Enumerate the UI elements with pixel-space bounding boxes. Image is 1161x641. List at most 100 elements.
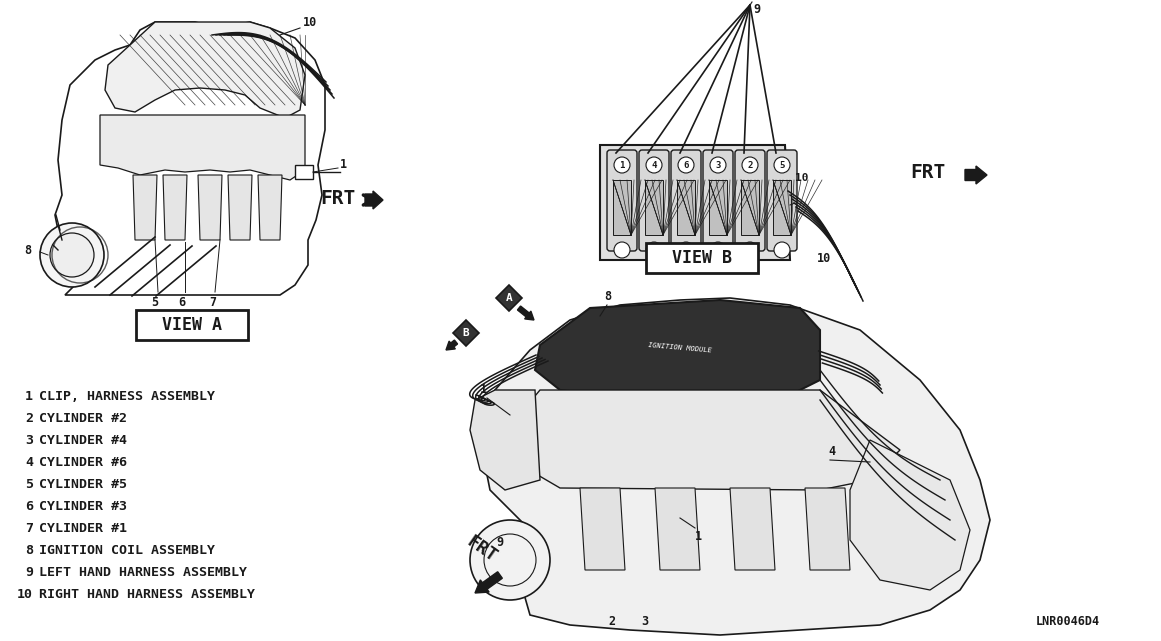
- Circle shape: [39, 223, 104, 287]
- Text: 1: 1: [694, 530, 701, 543]
- Circle shape: [742, 157, 758, 173]
- Polygon shape: [470, 390, 540, 490]
- Text: VIEW A: VIEW A: [163, 316, 222, 334]
- Circle shape: [678, 242, 694, 258]
- Text: FRT: FRT: [463, 533, 500, 566]
- FancyBboxPatch shape: [646, 180, 663, 235]
- FancyBboxPatch shape: [741, 180, 759, 235]
- Text: CLIP, HARNESS ASSEMBLY: CLIP, HARNESS ASSEMBLY: [39, 390, 215, 403]
- Text: 3: 3: [26, 434, 33, 447]
- Text: 6: 6: [684, 160, 688, 169]
- Circle shape: [646, 157, 662, 173]
- Polygon shape: [100, 115, 305, 180]
- FancyBboxPatch shape: [646, 243, 758, 273]
- Polygon shape: [258, 175, 282, 240]
- Circle shape: [678, 157, 694, 173]
- FancyArrow shape: [518, 306, 534, 320]
- FancyBboxPatch shape: [295, 165, 313, 179]
- Text: 10: 10: [303, 15, 317, 28]
- Text: 8: 8: [24, 244, 31, 256]
- Text: CYLINDER #3: CYLINDER #3: [39, 500, 127, 513]
- FancyArrow shape: [446, 340, 457, 350]
- FancyBboxPatch shape: [639, 150, 669, 251]
- FancyArrow shape: [365, 191, 383, 209]
- Text: FRT: FRT: [320, 188, 355, 208]
- Circle shape: [646, 242, 662, 258]
- Polygon shape: [850, 440, 969, 590]
- Text: IGNITION COIL ASSEMBLY: IGNITION COIL ASSEMBLY: [39, 544, 215, 557]
- Circle shape: [614, 157, 630, 173]
- FancyBboxPatch shape: [607, 150, 637, 251]
- Polygon shape: [730, 488, 776, 570]
- FancyArrow shape: [965, 166, 987, 184]
- Text: 3: 3: [715, 160, 721, 169]
- FancyBboxPatch shape: [613, 180, 630, 235]
- Circle shape: [614, 242, 630, 258]
- Text: 8: 8: [26, 544, 33, 557]
- FancyBboxPatch shape: [735, 150, 765, 251]
- Text: 7: 7: [26, 522, 33, 535]
- Text: CYLINDER #2: CYLINDER #2: [39, 412, 127, 425]
- Text: 2: 2: [608, 615, 615, 628]
- Text: LNR0046D4: LNR0046D4: [1036, 615, 1099, 628]
- Text: 1: 1: [340, 158, 347, 172]
- Text: 9: 9: [26, 566, 33, 579]
- Text: 7: 7: [209, 296, 217, 308]
- Polygon shape: [535, 300, 820, 400]
- Text: CYLINDER #6: CYLINDER #6: [39, 456, 127, 469]
- Polygon shape: [580, 488, 625, 570]
- Text: 8: 8: [605, 290, 612, 303]
- Polygon shape: [655, 488, 700, 570]
- Polygon shape: [453, 320, 479, 346]
- Text: VIEW B: VIEW B: [672, 249, 731, 267]
- Text: 1: 1: [479, 383, 486, 396]
- Text: A: A: [506, 293, 512, 303]
- FancyArrow shape: [475, 572, 503, 593]
- Polygon shape: [805, 488, 850, 570]
- Text: B: B: [462, 328, 469, 338]
- Text: 10: 10: [817, 251, 831, 265]
- FancyBboxPatch shape: [704, 150, 733, 251]
- Text: 9: 9: [753, 3, 760, 16]
- Text: 4: 4: [651, 160, 657, 169]
- Text: 5: 5: [151, 296, 159, 308]
- FancyBboxPatch shape: [136, 310, 248, 340]
- Circle shape: [711, 242, 726, 258]
- Text: 6: 6: [26, 500, 33, 513]
- FancyBboxPatch shape: [671, 150, 701, 251]
- Circle shape: [774, 242, 789, 258]
- FancyBboxPatch shape: [709, 180, 727, 235]
- Text: CYLINDER #4: CYLINDER #4: [39, 434, 127, 447]
- Text: RIGHT HAND HARNESS ASSEMBLY: RIGHT HAND HARNESS ASSEMBLY: [39, 588, 255, 601]
- Polygon shape: [479, 298, 990, 635]
- Circle shape: [50, 233, 94, 277]
- Text: IGNITION MODULE: IGNITION MODULE: [648, 342, 712, 354]
- Circle shape: [742, 242, 758, 258]
- FancyBboxPatch shape: [677, 180, 695, 235]
- Text: 4: 4: [26, 456, 33, 469]
- Text: 2: 2: [748, 160, 752, 169]
- Text: 1: 1: [619, 160, 625, 169]
- Circle shape: [774, 157, 789, 173]
- Circle shape: [470, 520, 550, 600]
- Text: 5: 5: [779, 160, 785, 169]
- Polygon shape: [495, 390, 900, 490]
- Text: LEFT HAND HARNESS ASSEMBLY: LEFT HAND HARNESS ASSEMBLY: [39, 566, 247, 579]
- Text: CYLINDER #1: CYLINDER #1: [39, 522, 127, 535]
- Polygon shape: [134, 175, 157, 240]
- Text: 6: 6: [179, 296, 186, 308]
- Text: 1: 1: [26, 390, 33, 403]
- Text: 5: 5: [26, 478, 33, 491]
- Text: 3: 3: [641, 615, 649, 628]
- Text: 10: 10: [17, 588, 33, 601]
- Text: 9: 9: [497, 537, 504, 549]
- FancyBboxPatch shape: [773, 180, 791, 235]
- Text: 2: 2: [26, 412, 33, 425]
- Circle shape: [711, 157, 726, 173]
- Polygon shape: [163, 175, 187, 240]
- FancyBboxPatch shape: [767, 150, 796, 251]
- Polygon shape: [199, 175, 222, 240]
- Polygon shape: [104, 22, 305, 118]
- Text: CYLINDER #5: CYLINDER #5: [39, 478, 127, 491]
- Text: FRT: FRT: [910, 163, 945, 181]
